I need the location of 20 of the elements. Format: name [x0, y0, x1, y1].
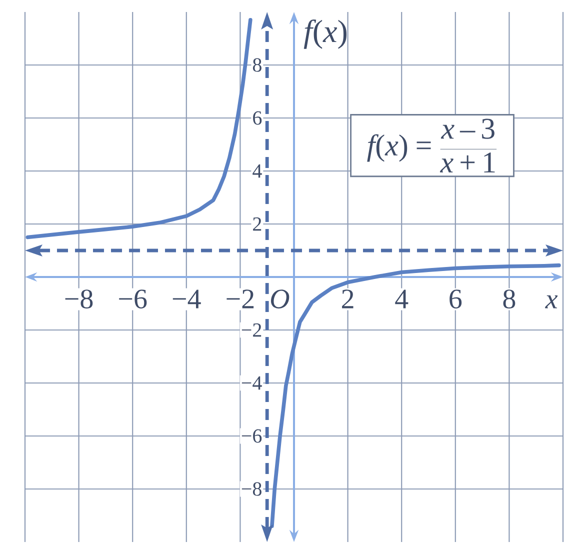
- y-tick-label: −6: [242, 429, 262, 443]
- x-tick-label: 8: [503, 290, 516, 308]
- x-tick-label: −4: [172, 290, 201, 308]
- x-tick-label: 2: [342, 290, 354, 308]
- y-tick-label: 8: [252, 58, 262, 72]
- x-tick-label: −6: [119, 290, 147, 308]
- annotation: $O$: [270, 290, 290, 308]
- x-axis-title: $x$: [545, 295, 558, 308]
- y-tick-label: 2: [253, 217, 262, 231]
- y-tick-label: −8: [242, 482, 262, 496]
- y-tick-label: −2: [242, 323, 262, 337]
- line-series: [26, 18, 252, 240]
- annotation: $f(x) = \frac{x-3}{x+1}$: [367, 118, 497, 172]
- y-tick-label: −4: [242, 376, 262, 390]
- y-tick-label: 4: [252, 164, 262, 178]
- y-tick-label: 6: [253, 111, 262, 125]
- y-axis-title: $f(x)$: [304, 20, 347, 49]
- x-tick-label: 4: [395, 290, 408, 308]
- x-tick-label: 6: [450, 290, 462, 308]
- x-tick-label: −8: [65, 290, 93, 308]
